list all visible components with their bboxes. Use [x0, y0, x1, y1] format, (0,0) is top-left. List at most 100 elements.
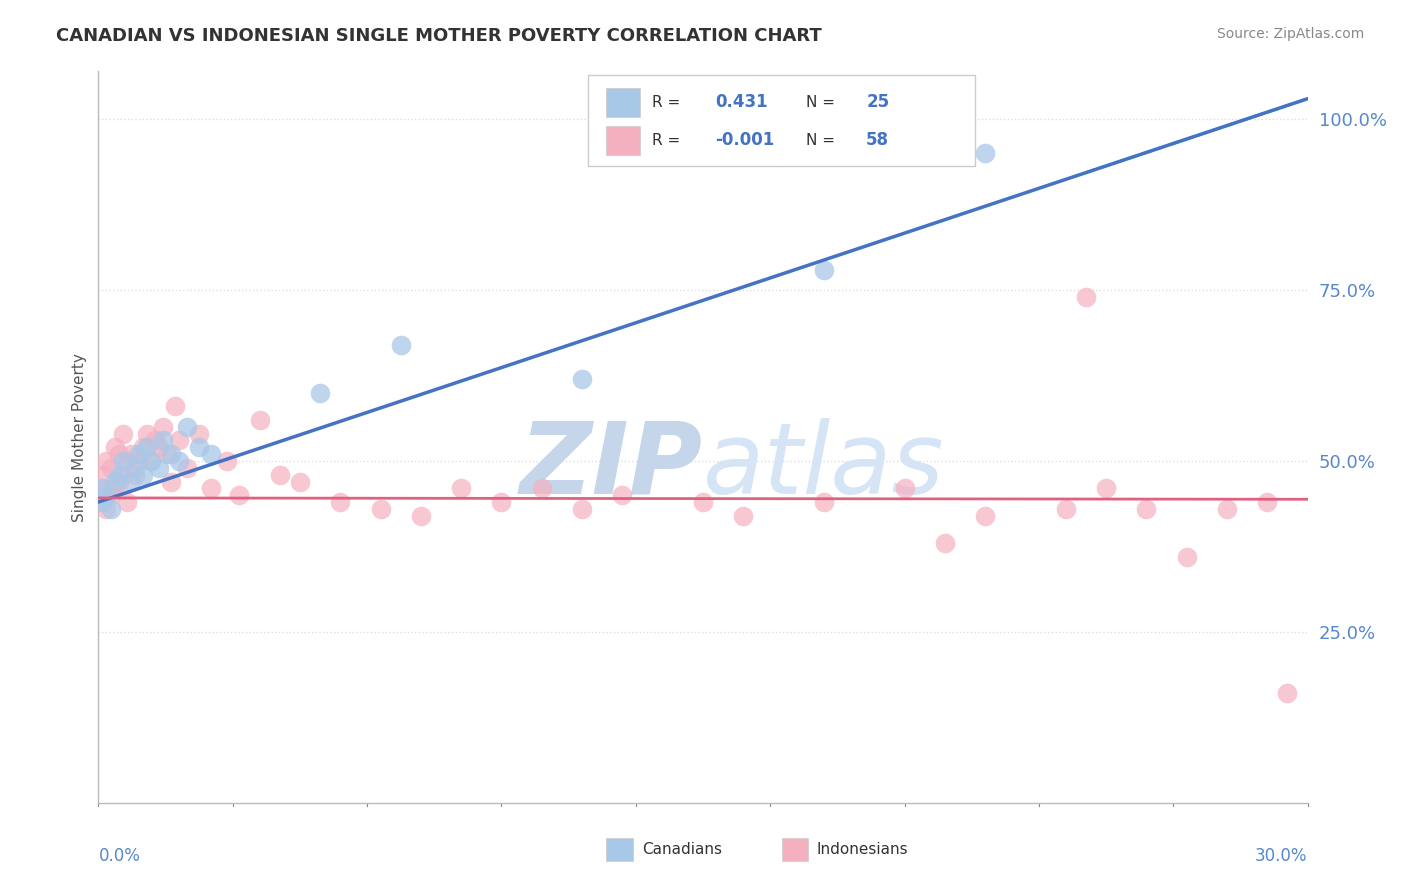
Point	[389, 338, 412, 352]
Point	[1277, 686, 1299, 700]
Point	[115, 454, 138, 468]
Text: Canadians: Canadians	[643, 842, 723, 857]
Point	[217, 454, 239, 468]
Point	[120, 475, 142, 489]
Point	[188, 440, 211, 454]
Text: Indonesians: Indonesians	[817, 842, 908, 857]
Point	[91, 495, 114, 509]
Point	[115, 495, 138, 509]
Text: N =: N =	[806, 133, 835, 148]
Point	[128, 454, 150, 468]
Point	[530, 481, 553, 495]
Point	[156, 447, 179, 461]
Text: Source: ZipAtlas.com: Source: ZipAtlas.com	[1216, 27, 1364, 41]
Text: CANADIAN VS INDONESIAN SINGLE MOTHER POVERTY CORRELATION CHART: CANADIAN VS INDONESIAN SINGLE MOTHER POV…	[56, 27, 823, 45]
Point	[107, 475, 129, 489]
Point	[1095, 481, 1118, 495]
Point	[111, 467, 134, 482]
Point	[143, 434, 166, 448]
Point	[128, 447, 150, 461]
Point	[200, 481, 222, 495]
Point	[571, 501, 593, 516]
Point	[160, 447, 183, 461]
Point	[103, 475, 125, 489]
Point	[813, 495, 835, 509]
Point	[329, 495, 352, 509]
Point	[160, 475, 183, 489]
Text: 25: 25	[866, 94, 890, 112]
Point	[91, 481, 114, 495]
Point	[692, 495, 714, 509]
Text: atlas: atlas	[703, 417, 945, 515]
Point	[176, 420, 198, 434]
Point	[450, 481, 472, 495]
Point	[91, 467, 114, 482]
Point	[249, 413, 271, 427]
Point	[167, 454, 190, 468]
Bar	[606, 838, 633, 862]
Text: 0.431: 0.431	[716, 94, 768, 112]
Point	[491, 495, 513, 509]
Point	[100, 501, 122, 516]
Bar	[782, 838, 808, 862]
Point	[163, 400, 186, 414]
Point	[813, 262, 835, 277]
Point	[188, 426, 211, 441]
Point	[733, 508, 755, 523]
Point	[124, 460, 146, 475]
Point	[893, 481, 915, 495]
Point	[91, 495, 114, 509]
Point	[309, 385, 332, 400]
Point	[148, 440, 170, 454]
Point	[152, 434, 174, 448]
Point	[103, 481, 125, 495]
Bar	[606, 87, 640, 117]
Point	[111, 454, 134, 468]
Point	[135, 426, 157, 441]
Point	[228, 488, 250, 502]
FancyBboxPatch shape	[588, 75, 976, 167]
Point	[96, 454, 118, 468]
Point	[934, 536, 956, 550]
Text: N =: N =	[806, 95, 835, 110]
Point	[148, 460, 170, 475]
Text: ZIP: ZIP	[520, 417, 703, 515]
Point	[107, 467, 129, 482]
Point	[107, 447, 129, 461]
Point	[132, 440, 155, 454]
Point	[176, 460, 198, 475]
Text: 0.0%: 0.0%	[98, 847, 141, 864]
Text: R =: R =	[652, 95, 681, 110]
Point	[974, 508, 997, 523]
Point	[1256, 495, 1278, 509]
Point	[1135, 501, 1157, 516]
Point	[269, 467, 291, 482]
Text: R =: R =	[652, 133, 681, 148]
Point	[1216, 501, 1239, 516]
Point	[96, 501, 118, 516]
Point	[167, 434, 190, 448]
Point	[152, 420, 174, 434]
Point	[132, 467, 155, 482]
Point	[1175, 549, 1198, 564]
Y-axis label: Single Mother Poverty: Single Mother Poverty	[72, 352, 87, 522]
Point	[571, 372, 593, 386]
Point	[96, 488, 118, 502]
Point	[100, 460, 122, 475]
Point	[409, 508, 432, 523]
Point	[91, 481, 114, 495]
Text: -0.001: -0.001	[716, 131, 775, 149]
Point	[200, 447, 222, 461]
Bar	[606, 126, 640, 155]
Point	[974, 146, 997, 161]
Text: 58: 58	[866, 131, 889, 149]
Point	[124, 467, 146, 482]
Point	[111, 426, 134, 441]
Point	[135, 440, 157, 454]
Text: 30.0%: 30.0%	[1256, 847, 1308, 864]
Point	[100, 488, 122, 502]
Point	[139, 454, 162, 468]
Point	[288, 475, 311, 489]
Point	[139, 454, 162, 468]
Point	[370, 501, 392, 516]
